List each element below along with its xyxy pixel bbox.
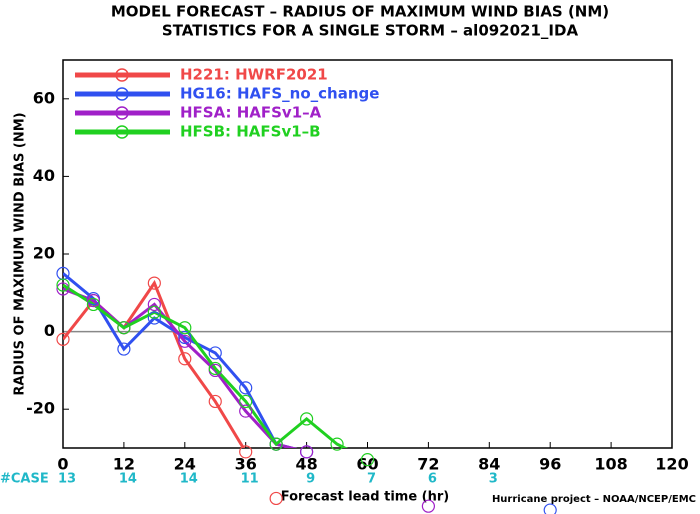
- x-tick-label: 108: [594, 455, 627, 474]
- series-line: [63, 283, 348, 448]
- point-marker: [117, 321, 131, 335]
- y-tick-label: -20: [26, 399, 55, 418]
- point-marker: [360, 453, 375, 467]
- chart-subtitle: STATISTICS FOR A SINGLE STORM – al092021…: [162, 22, 579, 40]
- point-marker: [147, 276, 161, 290]
- point-marker: [178, 352, 192, 366]
- point-marker: [421, 499, 435, 513]
- legend-label: H221: HWRF2021: [180, 66, 328, 84]
- point-marker: [147, 311, 161, 325]
- y-tick-label: 20: [33, 244, 55, 263]
- x-axis-label: Forecast lead time (hr): [281, 490, 449, 505]
- case-count: 9: [306, 472, 315, 487]
- x-tick-label: 12: [113, 455, 135, 474]
- point-marker: [147, 305, 161, 319]
- case-count: 6: [428, 472, 437, 487]
- legend-marker: [115, 87, 129, 101]
- x-tick-label: 0: [57, 455, 68, 474]
- point-marker: [269, 491, 283, 506]
- legend-label: HFSB: HAFSv1–B: [180, 123, 321, 141]
- point-marker: [239, 445, 253, 459]
- point-marker: [239, 381, 253, 395]
- point-marker: [208, 361, 222, 376]
- y-tick-label: 60: [33, 88, 55, 107]
- point-marker: [86, 297, 101, 312]
- point-marker: [56, 332, 70, 346]
- series-line: [63, 287, 298, 448]
- point-marker: [239, 404, 253, 418]
- point-marker: [178, 334, 192, 348]
- point-marker: [147, 297, 161, 312]
- plot-frame: [62, 59, 673, 449]
- x-tick-label: 48: [295, 455, 317, 474]
- x-tick-label: 24: [174, 455, 196, 474]
- x-tick-label: 36: [235, 455, 257, 474]
- x-tick-label: 96: [539, 455, 561, 474]
- case-count: 14: [119, 472, 137, 487]
- y-tick-label: 0: [44, 321, 55, 340]
- legend-marker: [115, 68, 129, 82]
- y-tick-label: 40: [33, 166, 55, 185]
- case-count: 7: [367, 472, 376, 487]
- legend-marker: [115, 125, 129, 139]
- point-marker: [300, 445, 314, 459]
- chart-title: MODEL FORECAST – RADIUS OF MAXIMUM WIND …: [111, 3, 609, 21]
- case-label: #CASE: [0, 472, 49, 487]
- y-axis-label: RADIUS OF MAXIMUM WIND BIAS (NM): [13, 112, 28, 395]
- point-marker: [300, 412, 314, 426]
- point-marker: [269, 437, 283, 451]
- point-marker: [208, 346, 222, 360]
- point-marker: [208, 394, 222, 409]
- case-count: 11: [241, 472, 259, 487]
- case-count: 13: [58, 472, 76, 487]
- legend-label: HFSA: HAFSv1–A: [180, 104, 322, 122]
- point-marker: [178, 321, 192, 335]
- point-marker: [117, 342, 131, 356]
- legend-marker: [115, 106, 129, 120]
- x-tick-label: 72: [417, 455, 439, 474]
- point-marker: [543, 503, 557, 514]
- legend-label: HG16: HAFS_no_change: [180, 85, 379, 103]
- footer: Hurricane project – NOAA/NCEP/EMC: [492, 494, 696, 505]
- plot-lines: [63, 272, 348, 448]
- point-marker: [330, 437, 344, 451]
- point-marker: [239, 394, 253, 409]
- point-marker: [178, 330, 192, 345]
- case-count: 3: [489, 472, 498, 487]
- series-line: [63, 272, 298, 448]
- point-marker: [56, 278, 70, 292]
- x-tick-label: 84: [478, 455, 500, 474]
- point-marker: [86, 293, 101, 308]
- point-marker: [56, 282, 70, 296]
- case-count: 14: [180, 472, 198, 487]
- x-tick-label: 120: [655, 455, 688, 474]
